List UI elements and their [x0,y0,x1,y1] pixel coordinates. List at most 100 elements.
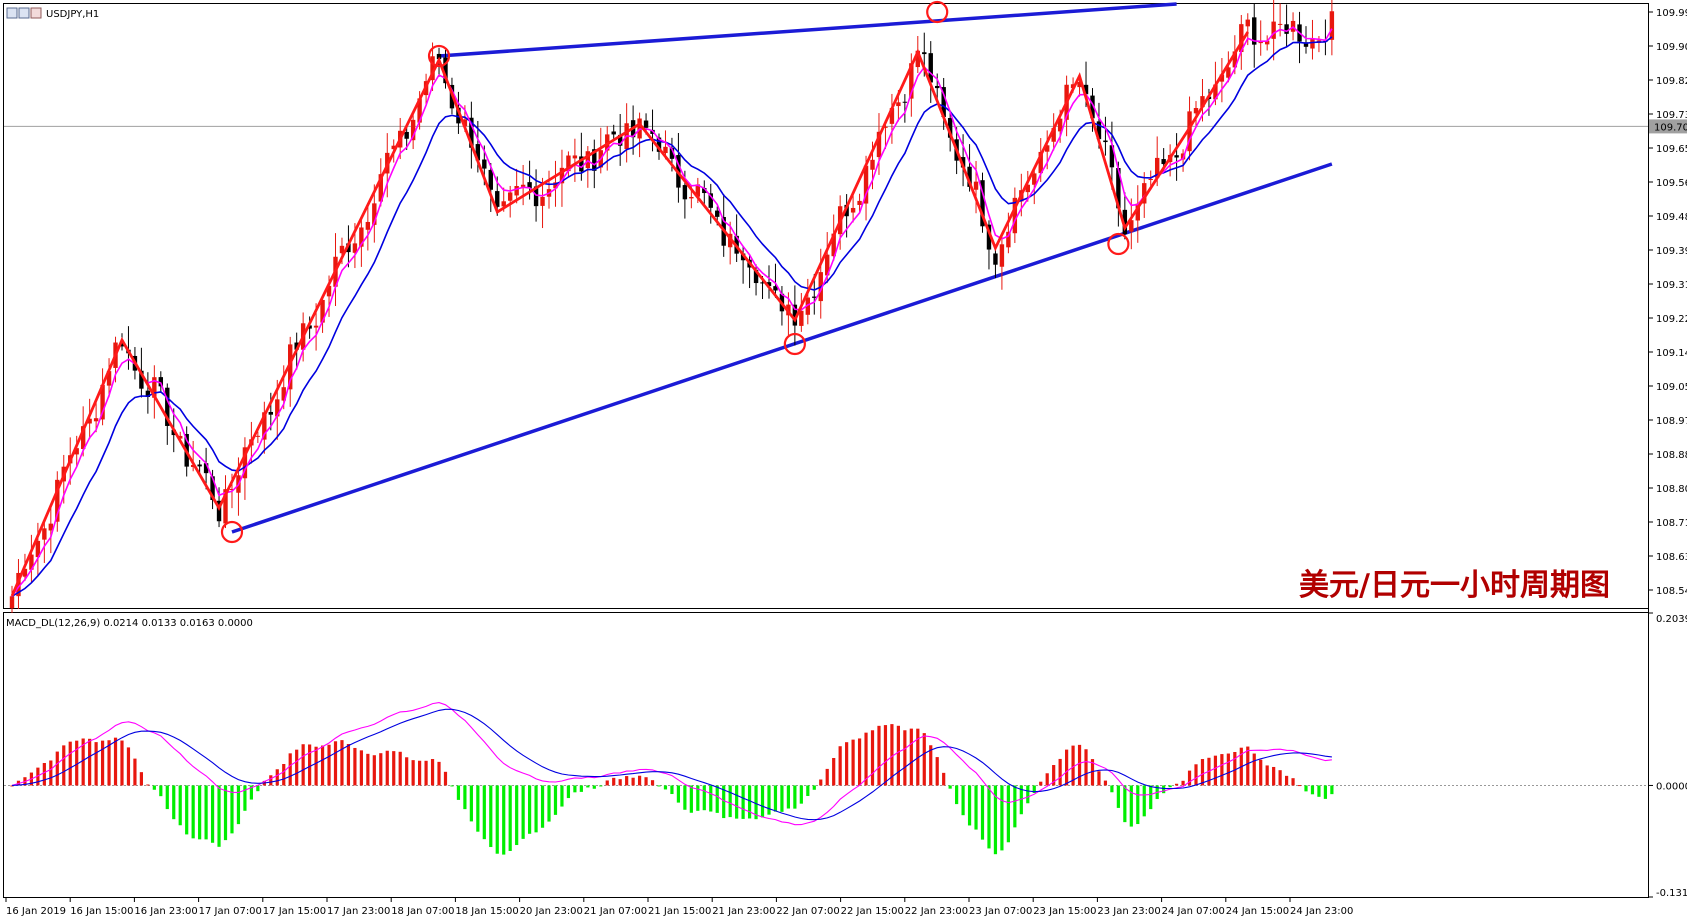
macd-histogram-bar [100,740,105,786]
main-pane-frame [3,3,1649,609]
macd-histogram-bar [1213,755,1218,786]
current-price-tag [1649,119,1687,134]
candle [48,503,54,554]
candle [100,368,105,426]
macd-histogram-bar [754,785,758,820]
price-tick-label: 109.395 [1656,246,1687,257]
macd-histogram-bar [55,751,59,786]
candle [165,383,170,445]
macd-histogram-bar [683,785,687,810]
macd-histogram-bar [223,785,228,841]
macd-histogram-bar [333,741,338,786]
candle [1129,198,1134,250]
macd-histogram-bar [961,785,965,816]
time-tick-label: 16 Jan 2019 [6,906,66,917]
macd-histogram-bar [424,760,428,786]
macd-histogram-bar [1194,764,1198,786]
candle [1025,170,1030,202]
macd-histogram-bar [165,785,169,810]
macd-histogram-bar [1317,785,1321,797]
macd-histogram-bar [890,724,894,786]
macd-histogram-bar [676,785,681,803]
macd-histogram-bar [1142,785,1146,817]
macd-histogram-bar [903,730,907,786]
macd-histogram-bar [10,785,14,787]
macd-histogram-bar [786,785,790,809]
macd-histogram-bar [1259,759,1263,786]
time-tick-label: 17 Jan 23:00 [327,906,390,917]
macd-histogram-bar [88,738,92,786]
candle [469,101,474,169]
candle [203,447,209,490]
candle [980,172,985,233]
macd-histogram-bar [308,744,312,786]
price-tick-label: 109.905 [1656,42,1687,53]
macd-histogram-bar [1187,770,1192,786]
macd-histogram-bar [113,737,118,786]
macd-histogram-bar [1233,751,1237,786]
price-tick-label: 108.630 [1656,552,1687,563]
macd-histogram-bar [1168,785,1172,788]
macd-histogram-bar [579,785,583,792]
macd-line [11,702,1332,826]
candle [792,285,798,346]
time-tick-label: 17 Jan 15:00 [263,906,326,917]
macd-histogram-bar [482,785,486,840]
macd-histogram-bar [437,761,441,786]
candle [1271,0,1276,61]
macd-histogram-bar [172,785,176,820]
price-tick-label: 109.480 [1656,212,1687,223]
macd-histogram-bar [1226,753,1230,786]
pivot-circle [1107,232,1130,256]
candle [1219,57,1225,103]
macd-histogram-bar [159,785,163,797]
time-tick-label: 21 Jan 07:00 [584,906,647,917]
macd-histogram-bar [210,785,215,843]
macd-histogram-bar [398,751,402,786]
candle [520,164,526,206]
macd-signal-line [11,708,1332,821]
macd-histogram-bar [722,785,726,819]
candle [1109,121,1115,190]
candle [999,234,1005,290]
macd-histogram-bar [521,785,525,839]
macd-histogram-bar [650,780,655,786]
candle [255,431,261,444]
macd-histogram-bar [185,785,189,835]
macd-histogram-bar [269,775,273,786]
macd-histogram-bar [1136,785,1140,825]
macd-histogram-bar [359,750,363,786]
macd-histogram-bar [838,746,842,786]
candle [889,93,895,144]
macd-histogram-bar [126,747,131,786]
macd-histogram-bar [139,772,143,786]
macd-histogram-bar [864,732,868,786]
candle [443,49,448,89]
price-tick-label: 109.055 [1656,382,1687,393]
candle [857,193,862,212]
macd-histogram-bar [327,744,331,786]
macd-histogram-bar [81,738,85,786]
macd-histogram-bar [314,746,318,786]
candle [1252,3,1257,68]
macd-histogram-bar [896,725,900,786]
macd-histogram-bar [1291,778,1295,786]
zigzag-line [10,31,1249,597]
candle [611,124,616,141]
macd-histogram-bar [463,785,467,810]
macd-histogram-bar [547,785,551,822]
macd-histogram-bar [599,785,603,787]
candle [320,295,325,333]
macd-histogram-bar [644,777,648,786]
macd-histogram-bar [987,785,991,849]
time-tick-label: 24 Jan 07:00 [1162,906,1225,917]
macd-histogram-bar [1278,770,1282,786]
macd-histogram-bar [379,753,383,786]
macd-tick-label: 0.0000 [1656,781,1687,792]
macd-histogram-bar [1065,749,1069,786]
time-tick-label: 18 Jan 07:00 [391,906,454,917]
candle [1032,168,1037,205]
macd-histogram-bar [980,785,985,840]
macd-histogram-bar [553,785,558,815]
